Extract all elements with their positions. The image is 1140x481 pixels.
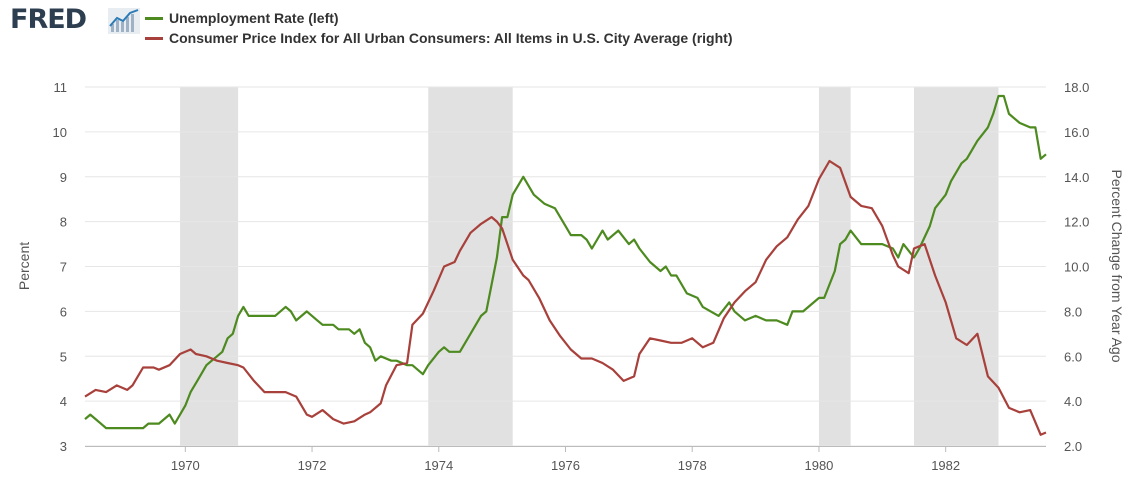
y-left-tick-label: 3 — [60, 439, 67, 454]
axes: 3 2.0 4 4.0 5 6.0 6 8.0 7 10.0 8 12.0 9 14.0 10 16.0 11 1… — [53, 80, 1090, 473]
chart-header: FRED Unemployment Rate (left) Consumer P… — [0, 0, 1140, 60]
y-left-tick-label: 4 — [60, 394, 67, 409]
y-right-tick-label: 14.0 — [1064, 170, 1089, 185]
y-left-tick-label: 10 — [53, 125, 67, 140]
y-left-tick-label: 7 — [60, 260, 67, 275]
y-right-tick-label: 4.0 — [1064, 394, 1082, 409]
fred-chart-icon — [108, 8, 140, 34]
y-left-tick-label: 6 — [60, 304, 67, 319]
legend-label-cpi: Consumer Price Index for All Urban Consu… — [169, 30, 733, 46]
series-lines — [84, 94, 1047, 436]
fred-logo-text: FRED — [10, 4, 87, 35]
series-line-unemployment[interactable] — [84, 94, 1047, 430]
y-right-tick-label: 8.0 — [1064, 304, 1082, 319]
series-line-cpi[interactable] — [84, 159, 1047, 436]
y-right-tick-label: 6.0 — [1064, 349, 1082, 364]
legend-item-unemployment[interactable]: Unemployment Rate (left) — [145, 8, 732, 28]
y-axis-left-label: Percent — [16, 242, 32, 290]
y-left-tick-label: 8 — [60, 215, 67, 230]
legend-item-cpi[interactable]: Consumer Price Index for All Urban Consu… — [145, 28, 732, 48]
y-right-tick-label: 2.0 — [1064, 439, 1082, 454]
y-right-tick-label: 10.0 — [1064, 260, 1089, 275]
x-tick-label: 1970 — [171, 458, 200, 473]
x-tick-label: 1976 — [551, 458, 580, 473]
y-right-tick-label: 16.0 — [1064, 125, 1089, 140]
y-axis-right-label: Percent Change from Year Ago — [1109, 169, 1125, 362]
legend-swatch-unemployment — [145, 16, 163, 20]
legend-label-unemployment: Unemployment Rate (left) — [169, 10, 339, 26]
y-left-tick-label: 5 — [60, 349, 67, 364]
chart-legend: Unemployment Rate (left) Consumer Price … — [145, 8, 732, 48]
y-right-tick-label: 18.0 — [1064, 80, 1089, 95]
legend-swatch-cpi — [145, 36, 163, 40]
y-left-tick-label: 9 — [60, 170, 67, 185]
x-tick-label: 1974 — [424, 458, 453, 473]
y-right-tick-label: 12.0 — [1064, 215, 1089, 230]
x-tick-label: 1972 — [298, 458, 327, 473]
y-left-tick-label: 11 — [54, 80, 68, 95]
x-tick-label: 1978 — [678, 458, 707, 473]
x-tick-label: 1980 — [804, 458, 833, 473]
x-tick-label: 1982 — [931, 458, 960, 473]
